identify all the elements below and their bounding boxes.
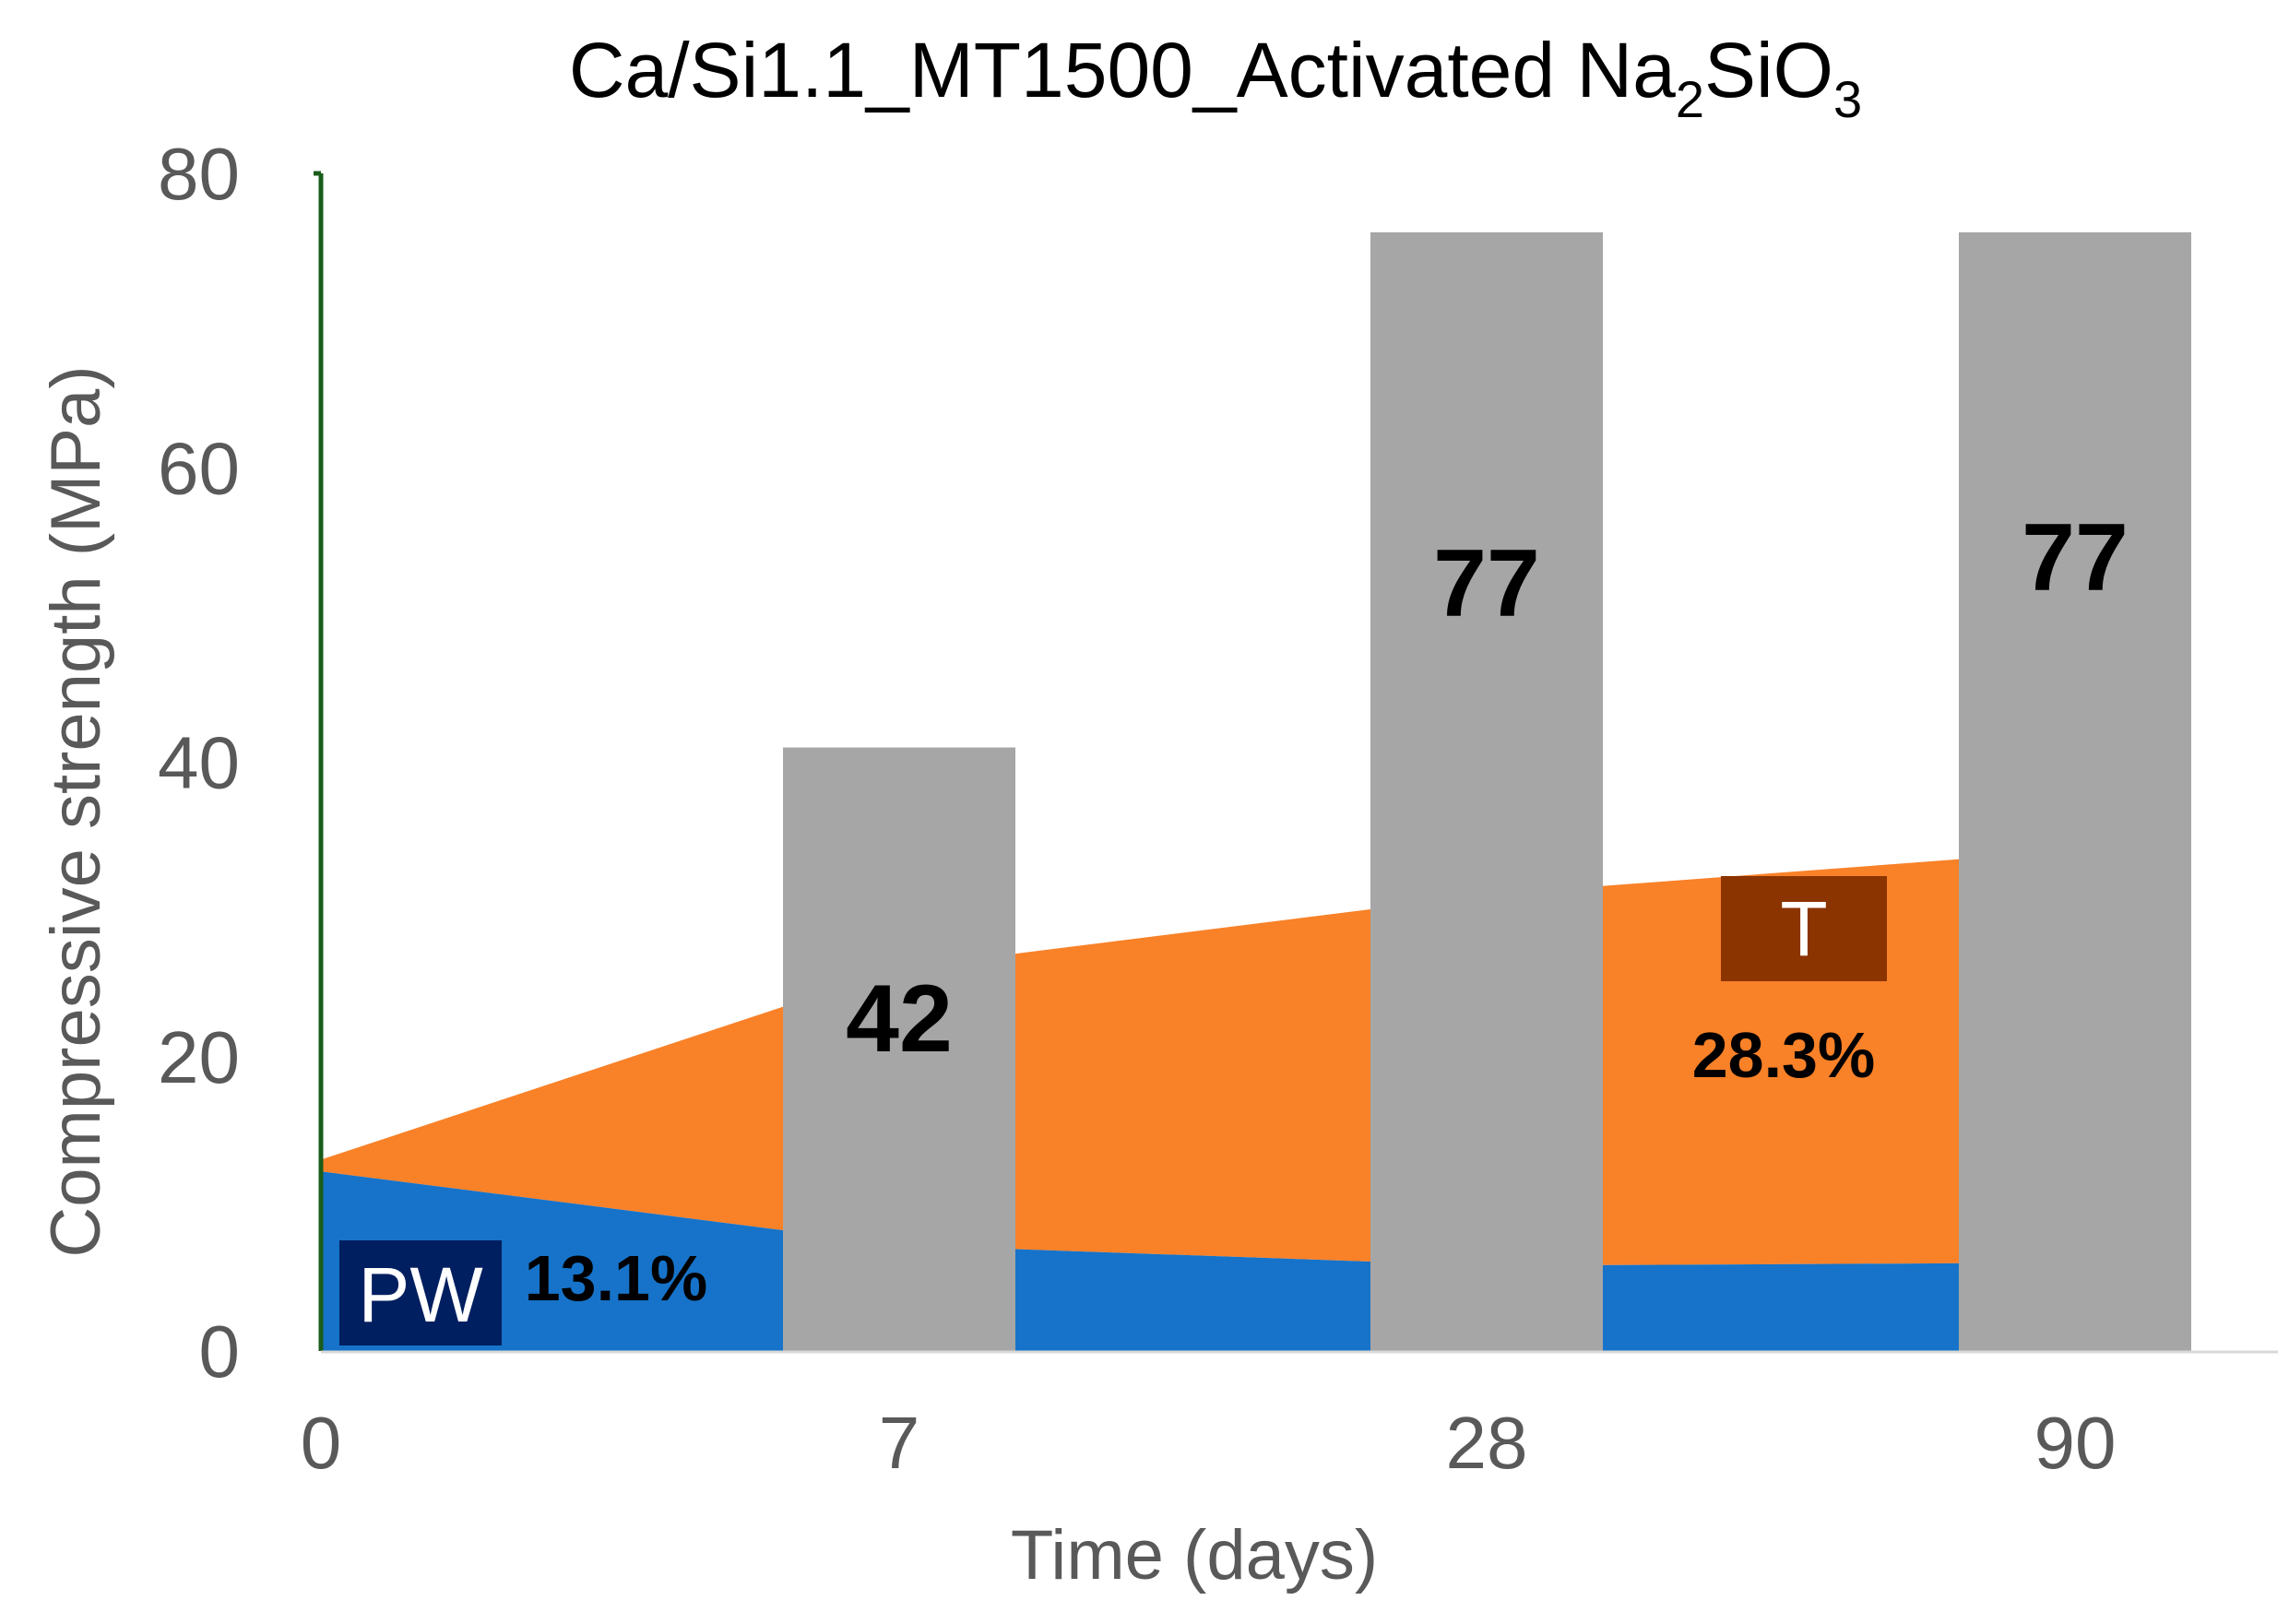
x-axis-title: Time (days) [1011, 1516, 1378, 1594]
bar-day-7 [783, 747, 1015, 1351]
bar-value-label-day-7: 42 [846, 966, 953, 1073]
y-tick-label-80: 80 [158, 133, 240, 215]
title-main: Ca/Si1.1_MT1500_Activated Na [569, 27, 1676, 113]
pw-percent-label: 13.1% [525, 1242, 707, 1314]
x-tick-label-7: 7 [879, 1402, 920, 1484]
y-axis-title: Compressive strength (MPa) [37, 365, 115, 1257]
y-tick-label-20: 20 [158, 1016, 240, 1098]
pw-tag-label: PW [358, 1251, 482, 1338]
bar-day-90 [1959, 231, 2191, 1352]
t-tag-box [1721, 876, 1887, 981]
title-mid: SiO [1704, 27, 1833, 113]
t-tag-label: T [1780, 885, 1827, 972]
title-subscript-3: 3 [1833, 70, 1862, 128]
y-tick-label-0: 0 [199, 1310, 241, 1393]
tick-layer: 0 20 40 60 80 0 7 28 90 [158, 133, 2116, 1484]
bar-value-label-day-90: 77 [2022, 504, 2129, 611]
t-percent-label: 28.3% [1692, 1019, 1875, 1091]
bar-day-28 [1370, 231, 1603, 1352]
pw-tag-box [339, 1240, 502, 1345]
area-series-pw [321, 1171, 2075, 1351]
bar-value-label-day-28: 77 [1433, 530, 1540, 637]
area-layer [321, 850, 2075, 1351]
x-tick-label-0: 0 [301, 1402, 342, 1484]
axis-layer [314, 171, 2278, 1354]
chart-title: Ca/Si1.1_MT1500_Activated Na2SiO3 [569, 27, 1862, 128]
x-tick-label-90: 90 [2034, 1402, 2117, 1484]
y-tick-label-60: 60 [158, 427, 240, 509]
label-layer: 42 77 77 PW 13.1% T 28.3% [339, 504, 2129, 1345]
title-subscript-2: 2 [1676, 70, 1704, 128]
x-tick-label-28: 28 [1446, 1402, 1528, 1484]
area-series-t [321, 850, 2075, 1266]
bar-layer [783, 231, 2191, 1352]
y-tick-label-40: 40 [158, 722, 240, 804]
